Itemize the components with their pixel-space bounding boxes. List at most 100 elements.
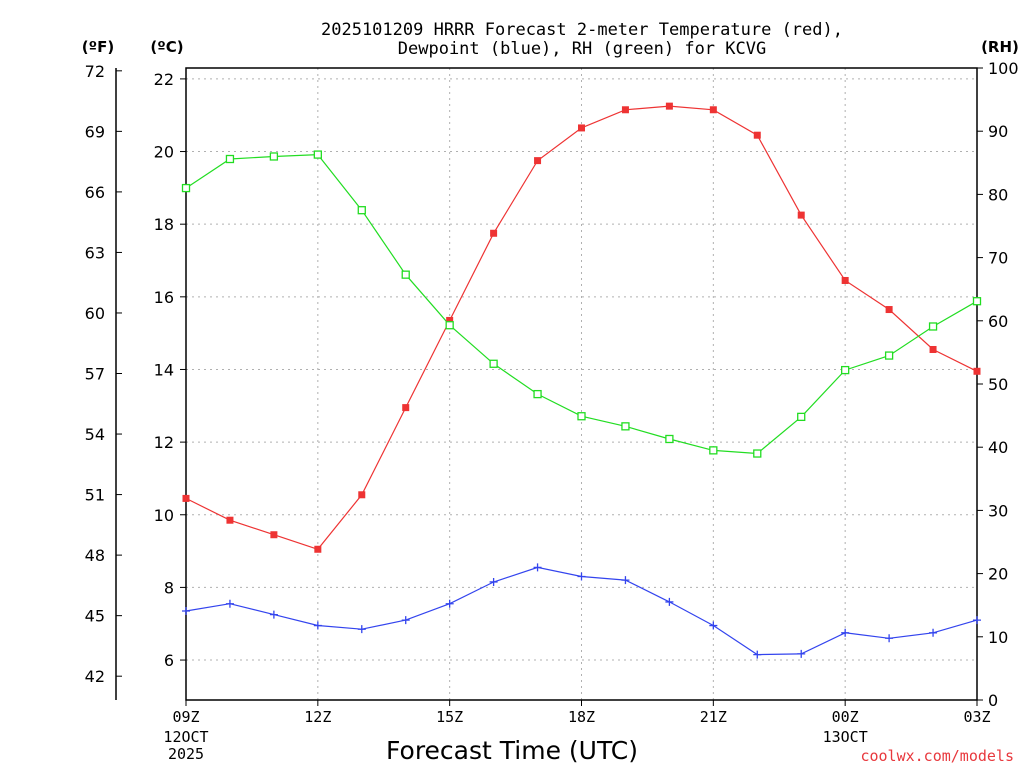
fahrenheit-tick-label: 54: [85, 425, 105, 444]
rh-point: [884, 351, 894, 360]
celsius-unit-label: (ºC): [150, 38, 183, 56]
celsius-tick-label: 12: [154, 433, 174, 452]
fahrenheit-unit-label: (ºF): [82, 38, 114, 56]
credit-link[interactable]: coolwx.com/models: [860, 747, 1014, 765]
rh-line: [185, 153, 978, 455]
rh-tick-label: 70: [988, 249, 1008, 268]
rh-point: [225, 154, 235, 164]
rh-point: [665, 434, 674, 444]
dewpoint-point: [885, 634, 894, 643]
temperature-point: [578, 124, 585, 132]
rh-tick-label: 10: [988, 628, 1008, 647]
temperature-point: [885, 306, 893, 314]
rh-tick-label: 90: [988, 122, 1008, 141]
temperature-point: [270, 531, 278, 539]
x-tick-label: 15Z: [436, 708, 463, 726]
rh-point: [401, 270, 410, 279]
temperature-point: [182, 494, 190, 502]
temperature-point: [753, 131, 761, 139]
dewpoint-point: [182, 607, 190, 616]
fahrenheit-tick-label: 42: [85, 667, 105, 686]
dewpoint-point: [973, 616, 981, 625]
x-tick-label: 03Z: [963, 708, 990, 726]
fahrenheit-tick-label: 69: [85, 122, 105, 141]
rh-point: [445, 321, 454, 330]
rh-point: [269, 152, 279, 161]
series-lines: [181, 102, 982, 659]
fahrenheit-tick-label: 45: [85, 607, 105, 626]
x-tick-label: 12Z: [304, 708, 331, 726]
fahrenheit-tick-label: 63: [85, 243, 105, 262]
dewpoint-point: [929, 628, 938, 637]
rh-point: [577, 412, 586, 421]
rh-point: [841, 365, 850, 375]
dewpoint-point: [753, 650, 762, 659]
temperature-point: [973, 367, 981, 375]
x-tick-label: 09Z: [172, 708, 199, 726]
celsius-tick-label: 16: [154, 288, 174, 307]
celsius-tick-label: 6: [164, 651, 174, 670]
x-tick-label: 18Z: [568, 708, 595, 726]
rh-tick-label: 30: [988, 501, 1008, 520]
dewpoint-point: [577, 572, 586, 581]
temperature-point: [929, 345, 937, 353]
rh-tick-label: 20: [988, 565, 1008, 584]
x-tick-label: 00Z: [832, 708, 859, 726]
rh-tick-label: 50: [988, 375, 1008, 394]
temperature-point: [226, 516, 234, 524]
celsius-tick-label: 8: [164, 578, 174, 597]
fahrenheit-tick-label: 66: [85, 183, 105, 202]
rh-tick-label: 0: [988, 691, 998, 710]
rh-point: [972, 297, 982, 306]
fahrenheit-tick-label: 72: [85, 62, 105, 81]
dewpoint-point: [533, 563, 542, 572]
rh-tick-label: 100: [988, 59, 1019, 78]
dewpoint-point: [665, 597, 674, 606]
rh-point: [709, 446, 718, 455]
rh-point: [753, 449, 762, 458]
rh-point: [797, 412, 806, 422]
rh-point: [181, 183, 191, 193]
temperature-point: [490, 229, 498, 237]
temperature-point: [314, 545, 322, 553]
celsius-tick-label: 10: [154, 506, 174, 525]
dewpoint-point: [269, 610, 278, 619]
dewpoint-point: [401, 616, 410, 625]
x-tick-sublabel: 2025: [168, 745, 204, 763]
celsius-tick-label: 14: [154, 360, 174, 379]
x-tick-label: 21Z: [700, 708, 727, 726]
temperature-point: [534, 157, 542, 165]
rh-tick-label: 40: [988, 438, 1008, 457]
fahrenheit-tick-label: 57: [85, 365, 105, 384]
rh-point: [489, 359, 498, 368]
dewpoint-point: [797, 649, 806, 658]
temperature-point: [709, 106, 717, 114]
rh-point: [357, 206, 366, 215]
rh-unit-label: (RH): [981, 38, 1019, 56]
rh-tick-label: 60: [988, 312, 1008, 331]
dewpoint-point: [445, 599, 454, 608]
x-axis-title: Forecast Time (UTC): [386, 736, 638, 765]
fahrenheit-tick-label: 60: [85, 304, 105, 323]
chart-title-line2: Dewpoint (blue), RH (green) for KCVG: [398, 39, 766, 59]
dewpoint-point: [225, 599, 234, 608]
plot-frame: [185, 67, 978, 701]
fahrenheit-tick-label: 48: [85, 546, 105, 565]
chart-title-line1: 2025101209 HRRR Forecast 2-meter Tempera…: [321, 20, 843, 40]
temperature-point: [841, 276, 849, 284]
rh-point: [928, 322, 938, 331]
celsius-tick-label: 18: [154, 215, 174, 234]
dewpoint-point: [313, 621, 322, 630]
x-tick-sublabel: 12OCT: [163, 728, 208, 746]
rh-point: [533, 389, 542, 399]
dewpoint-point: [709, 621, 718, 630]
rh-tick-label: 80: [988, 185, 1008, 204]
dewpoint-point: [357, 625, 366, 634]
celsius-tick-label: 22: [154, 70, 174, 89]
dewpoint-point: [489, 577, 498, 586]
temperature-point: [446, 316, 454, 324]
fahrenheit-tick-label: 51: [85, 486, 105, 505]
x-tick-sublabel: 13OCT: [823, 728, 868, 746]
